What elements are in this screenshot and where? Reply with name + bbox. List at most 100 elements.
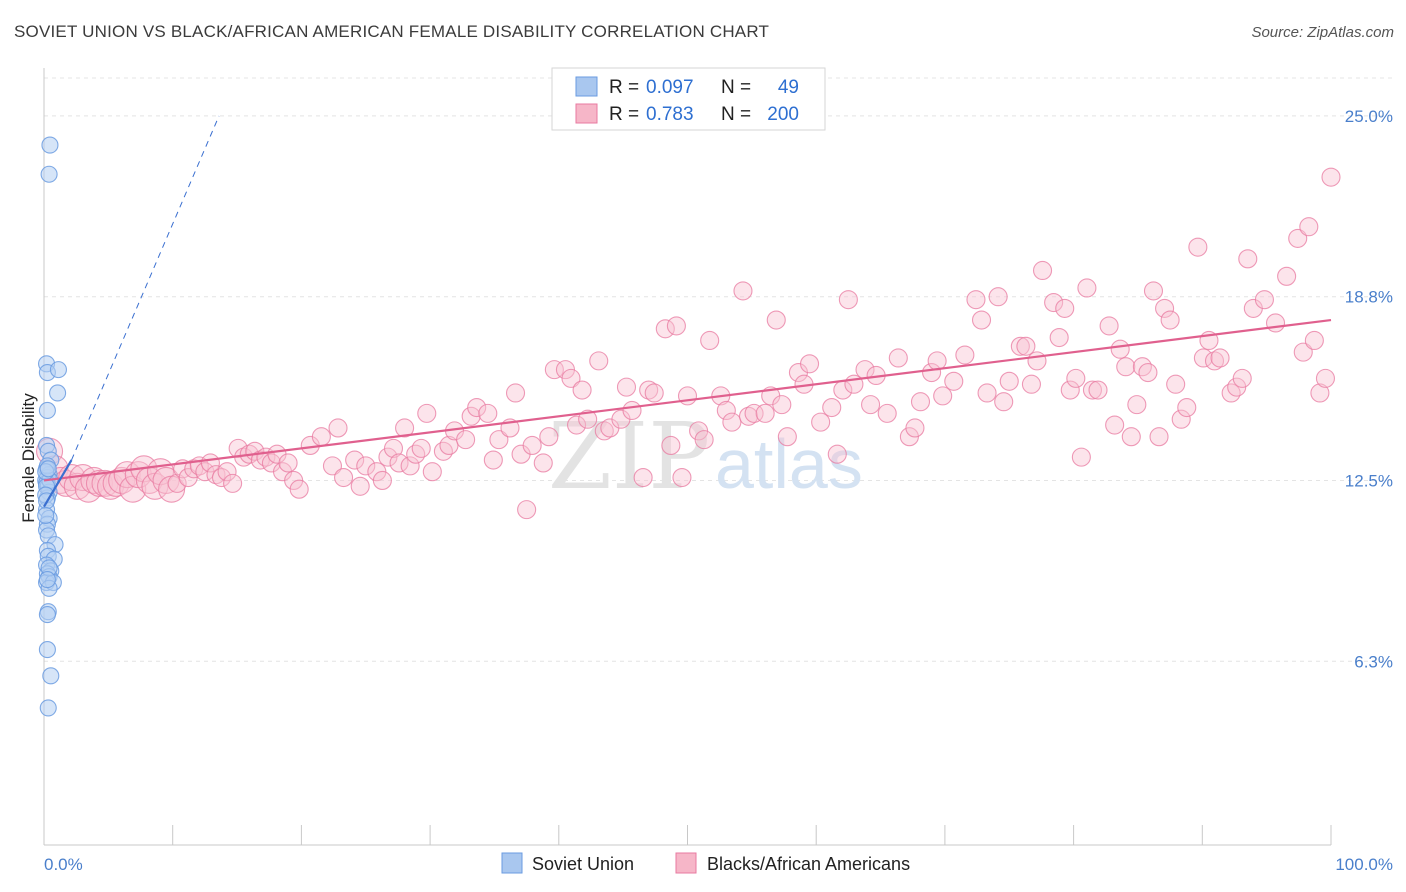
data-point-black (1288, 228, 1308, 248)
y-tick-label: 12.5% (1345, 471, 1393, 490)
data-point-soviet (39, 460, 57, 478)
watermark-zip: ZIP (548, 403, 710, 510)
data-point-black (977, 383, 997, 403)
data-point-black (966, 290, 986, 310)
data-point-black (439, 435, 459, 456)
data-point-black (772, 395, 792, 415)
data-point-black (478, 403, 498, 423)
data-point-black (666, 316, 686, 336)
data-point-black (822, 397, 842, 418)
data-point-black (1315, 368, 1336, 388)
data-point-soviet (37, 506, 55, 525)
data-point-black (927, 351, 947, 371)
data-point-black (395, 418, 415, 438)
data-point-black (505, 383, 526, 403)
data-point-black (700, 330, 720, 351)
data-point-black (1032, 260, 1053, 281)
data-point-black (1110, 339, 1130, 359)
data-point-black (1238, 249, 1258, 269)
data-point-black (861, 395, 881, 415)
data-point-black (922, 363, 942, 383)
data-point-black (1155, 298, 1175, 318)
data-point-black (433, 441, 453, 461)
trend-lines (43, 115, 1332, 508)
data-point-black (1055, 298, 1075, 318)
data-point-black (567, 415, 587, 435)
data-point-black (905, 418, 925, 438)
data-point-black (1071, 447, 1091, 467)
data-point-black (1021, 374, 1041, 394)
data-point-black (383, 438, 404, 458)
data-point-black (152, 466, 180, 495)
data-point-black (694, 430, 714, 450)
data-point-black (1204, 351, 1225, 371)
legend-bottom-black-swatch (675, 852, 697, 874)
data-point-black (422, 462, 442, 482)
grid-lines (44, 77, 1392, 662)
data-point-black (1060, 380, 1080, 400)
x-tick-label-max: 100.0% (1335, 855, 1393, 874)
data-point-black (356, 456, 376, 476)
data-point-black (811, 412, 831, 432)
data-point-black (250, 450, 270, 470)
data-point-black (589, 351, 609, 371)
x-tick-labels: 0.0% 100.0% (44, 855, 1393, 874)
data-point-black (223, 473, 243, 493)
data-point-black (489, 430, 509, 450)
data-point-black (517, 500, 537, 520)
data-point-black (1138, 363, 1158, 383)
data-point-black (1310, 383, 1330, 403)
y-tick-label: 25.0% (1345, 107, 1393, 126)
data-point-black (677, 386, 698, 406)
data-point-black (572, 380, 592, 400)
legend-black-n-label: N = (721, 104, 751, 125)
data-point-black (616, 377, 637, 397)
data-point-black (1293, 342, 1313, 362)
data-point-black (108, 466, 136, 495)
data-point-black (1321, 167, 1341, 187)
data-point-black (167, 473, 187, 493)
data-point-black (999, 371, 1019, 391)
data-point-black (971, 310, 992, 330)
series-black-points (35, 167, 1341, 520)
data-point-black (522, 435, 542, 456)
legend-soviet-n-label: N = (721, 77, 751, 98)
data-point-black (372, 470, 392, 491)
chart-title: SOVIET UNION VS BLACK/AFRICAN AMERICAN F… (14, 22, 770, 41)
data-point-black (639, 380, 659, 400)
data-point-soviet (41, 136, 59, 154)
data-point-black (350, 476, 370, 496)
data-point-black (1105, 415, 1125, 435)
watermark-atlas: atlas (715, 425, 863, 503)
data-point-black (1099, 316, 1119, 336)
data-point-black (1254, 290, 1274, 310)
data-point-black (289, 479, 309, 499)
data-point-black (766, 310, 786, 330)
data-point-black (655, 319, 675, 339)
data-point-black (1049, 328, 1069, 348)
data-point-black (1177, 397, 1197, 418)
legend-soviet-swatch (575, 76, 598, 97)
data-point-black (672, 467, 692, 488)
data-point-black (933, 386, 953, 406)
data-point-black (400, 456, 420, 476)
legend-black-r-label: R = (609, 104, 639, 125)
data-point-soviet (38, 606, 56, 624)
data-point-black (1304, 330, 1324, 351)
data-point-black (211, 467, 232, 488)
data-point-black (799, 354, 820, 374)
legend-soviet-n-value: 49 (778, 77, 799, 98)
data-point-black (1193, 348, 1213, 368)
data-point-black (661, 435, 681, 456)
data-point-black (63, 472, 91, 500)
legend-bottom: Soviet Union Blacks/African Americans (501, 852, 910, 874)
legend-soviet-r-label: R = (609, 77, 639, 98)
data-point-black (955, 345, 975, 365)
y-tick-label: 6.3% (1354, 652, 1393, 671)
data-point-black (406, 444, 426, 464)
data-point-black (278, 453, 298, 473)
data-point-black (888, 348, 908, 368)
data-point-black (1127, 395, 1147, 415)
data-point-black (328, 418, 348, 438)
data-point-black (345, 450, 365, 470)
